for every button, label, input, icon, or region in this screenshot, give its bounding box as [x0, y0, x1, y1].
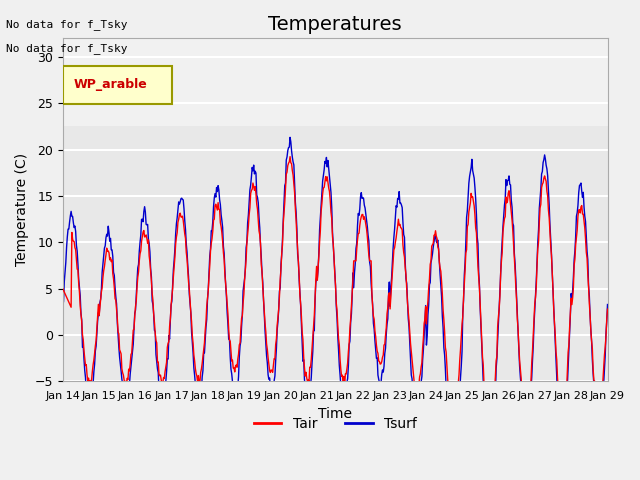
Tair	[486, 434, 493, 440]
Tsurf	[486, 462, 494, 468]
Tsurf	[125, 385, 132, 391]
Tsurf	[286, 134, 294, 140]
Title: Temperatures: Temperatures	[268, 15, 402, 34]
Tair	[286, 154, 294, 159]
Tsurf	[604, 301, 611, 307]
Text: No data for f_Tsky: No data for f_Tsky	[6, 19, 128, 30]
FancyBboxPatch shape	[63, 66, 172, 104]
Line: Tair: Tair	[63, 156, 607, 437]
Y-axis label: Temperature (C): Temperature (C)	[15, 153, 29, 266]
Tsurf	[59, 303, 67, 309]
Text: WP_arable: WP_arable	[74, 78, 147, 91]
Tair	[418, 360, 426, 366]
Tair	[604, 306, 611, 312]
Line: Tsurf: Tsurf	[63, 137, 607, 465]
Tair	[68, 237, 76, 242]
Tsurf	[209, 219, 216, 225]
Tsurf	[68, 214, 76, 219]
Tair	[209, 228, 216, 234]
Tair	[180, 225, 188, 230]
Tair	[402, 272, 410, 277]
Legend: Tair, Tsurf: Tair, Tsurf	[248, 411, 422, 436]
Tsurf	[402, 276, 410, 282]
Text: No data for f_Tsky: No data for f_Tsky	[6, 43, 128, 54]
Tsurf	[418, 373, 426, 379]
Tsurf	[180, 206, 188, 212]
X-axis label: Time: Time	[318, 407, 352, 420]
Tair	[125, 366, 132, 372]
Bar	[63, 38, 607, 126]
Tair	[59, 286, 67, 291]
